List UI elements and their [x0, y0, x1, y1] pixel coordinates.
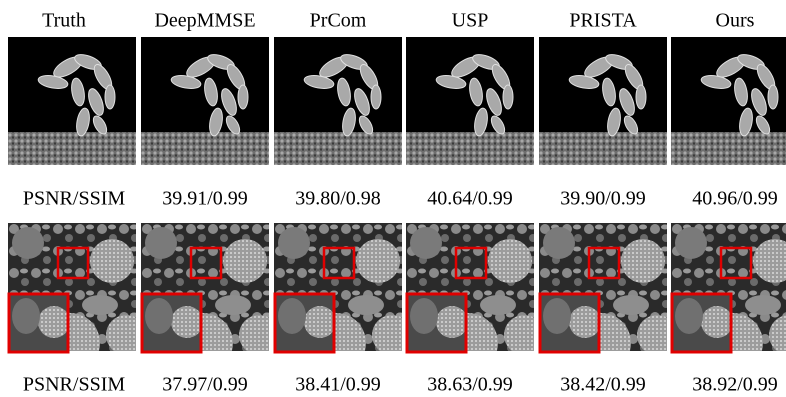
image-panel [274, 37, 402, 165]
zoom-inset [406, 294, 468, 352]
metric-value: 38.63/0.99 [427, 374, 513, 396]
metric-value: 39.91/0.99 [162, 188, 248, 210]
column-header: Ours [716, 10, 755, 32]
inset-detail [38, 306, 70, 338]
metric-value: 39.80/0.98 [295, 188, 381, 210]
image-panel [406, 37, 534, 165]
inset-detail [304, 306, 336, 338]
zoom-inset [274, 294, 336, 352]
metric-value: 37.97/0.99 [162, 374, 248, 396]
zoom-inset [141, 294, 203, 352]
column-header: Truth [42, 10, 86, 32]
inset-detail [675, 298, 703, 334]
column-header: DeepMMSE [154, 10, 255, 32]
inset-detail [543, 298, 571, 334]
image-panel [8, 37, 136, 165]
metric-value: 38.42/0.99 [560, 374, 646, 396]
image-panel [141, 37, 269, 165]
figure: Truth DeepMMSE PrCom USP PRISTA Ours PSNR/SSIM… [0, 0, 786, 397]
column-header: PrCom [310, 10, 367, 32]
inset-detail [278, 298, 306, 334]
inset-detail [436, 306, 468, 338]
inset-detail [145, 298, 173, 334]
metric-value: 38.41/0.99 [295, 374, 381, 396]
metric-value: 40.64/0.99 [427, 188, 513, 210]
row-label: PSNR/SSIM [23, 374, 125, 396]
inset-detail [701, 306, 733, 338]
metric-value: 40.96/0.99 [692, 188, 778, 210]
inset-detail [171, 306, 203, 338]
zoom-inset [8, 294, 70, 352]
column-header: USP [452, 10, 489, 32]
inset-detail [569, 306, 601, 338]
row-label: PSNR/SSIM [23, 188, 125, 210]
image-panel [671, 37, 786, 165]
inset-detail [410, 298, 438, 334]
column-header: PRISTA [569, 10, 637, 32]
zoom-inset [539, 294, 601, 352]
metric-value: 38.92/0.99 [692, 374, 778, 396]
inset-detail [12, 298, 40, 334]
image-panel [539, 37, 667, 165]
zoom-inset [671, 294, 733, 352]
metric-value: 39.90/0.99 [560, 188, 646, 210]
